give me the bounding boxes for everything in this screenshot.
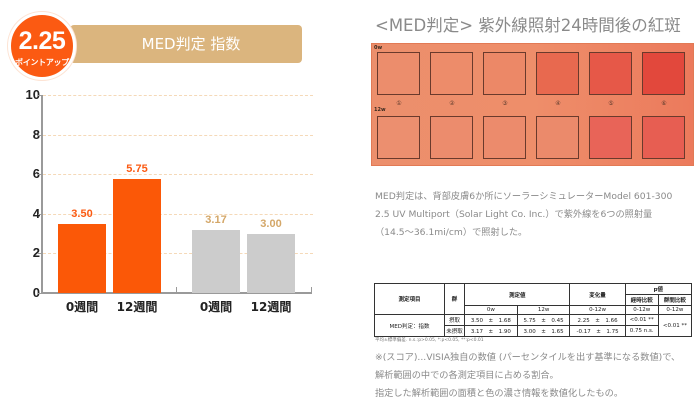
y-tick-label: 4 [32, 205, 40, 221]
cell-w0: 3.17 ± 1.90 [464, 325, 518, 337]
cell-w12: 5.75 ± 0.45 [516, 314, 571, 326]
gridline [43, 213, 313, 215]
irradiation-spot [642, 116, 685, 159]
badge-value: 2.25 [18, 27, 66, 55]
header-change: 変化量 [569, 283, 626, 306]
spot-number: ⑥ [661, 100, 667, 107]
spot-number: ② [449, 100, 455, 107]
y-tick-mark [38, 293, 43, 294]
header-0w: 0w [464, 305, 518, 315]
y-tick-label: 0 [32, 285, 40, 300]
bar-value-label: 5.75 [126, 163, 148, 176]
y-axis [41, 95, 43, 293]
row-label-12w: 12w [374, 107, 386, 113]
y-tick-mark [38, 174, 43, 176]
bar-chart: 0 2 4 6 8 10 3.50 0週間 5.75 12週間 3.17 0週間 3.00 12週間 [0, 80, 350, 320]
y-tick-mark [38, 95, 43, 96]
cell-change: -0.17 ± 1.75 [569, 325, 626, 337]
cell-change: 2.25 ± 1.66 [569, 314, 626, 326]
gridline [43, 174, 313, 176]
table-row: MED判定：指数 摂取 3.50 ± 1.68 5.75 ± 0.45 2.25… [374, 314, 693, 337]
bar-value-label: 3.17 [205, 214, 227, 227]
description-line: 2.5 UV Multiport（Solar Light Co. Inc.）で紫… [375, 209, 653, 220]
spot-number: ⑤ [608, 100, 614, 107]
header-range: 0-12w [569, 305, 626, 315]
y-tick-mark [38, 134, 43, 136]
note-line: 指定した解析範囲の面積と色の濃さ情報を数値化したもの。 [375, 388, 624, 399]
cell-w12: 3.00 ± 1.65 [516, 325, 571, 337]
irradiation-spot [536, 52, 579, 95]
irradiation-spot [377, 52, 420, 95]
spot-number: ① [396, 100, 402, 107]
irradiation-spot [430, 52, 473, 95]
y-tick-label: 8 [32, 126, 40, 142]
header-within: 経時比較 [624, 294, 659, 306]
section-title: <MED判定> 紫外線照射24時間後の紅斑 [375, 16, 681, 35]
table-row: 未摂取 3.17 ± 1.90 3.00 ± 1.65 -0.17 ± 1.75… [375, 325, 692, 337]
gridline [43, 253, 313, 255]
note-line: ※(スコア)...VISIA独自の数値 (パーセンタイルを出す基準になる数値)で… [375, 352, 681, 363]
cell-w0: 3.50 ± 1.68 [464, 314, 518, 326]
spot-number: ④ [555, 100, 561, 107]
bar-未摂取-0 [192, 230, 240, 293]
x-tick-label: 0週間 [65, 300, 99, 314]
irradiation-spot [536, 116, 579, 159]
header-range: 0-12w [624, 305, 659, 315]
irradiation-spot [589, 116, 632, 159]
bar-摂取-1 [113, 179, 161, 293]
x-tick-label: 12週間 [116, 300, 158, 314]
spot-number: ③ [502, 100, 508, 107]
row-label: MED判定：指数 [374, 314, 445, 337]
header-12w: 12w [516, 305, 571, 315]
header-item: 測定項目 [374, 283, 445, 315]
cell-between: <0.01 ** [657, 314, 693, 337]
table-footnote: 平均±標準偏差. n.s.:p>0.05, *:p<0.05, **:p<0.0… [375, 338, 484, 343]
irradiation-spot [483, 52, 526, 95]
badge-subtitle: ポイントアップ [15, 58, 69, 67]
bar-未摂取-1 [247, 233, 295, 293]
score-note: ※(スコア)...VISIA独自の数値 (パーセンタイルを出す基準になる数値)で… [375, 349, 695, 403]
x-tick-mark [311, 287, 312, 293]
y-tick-label: 10 [25, 87, 40, 102]
cell-group: 未摂取 [444, 325, 465, 337]
bar-摂取-0 [58, 223, 106, 293]
statistics-table: 測定項目 群 測定値 変化量 p値 経時比較 群間比較 0w 12w 0-12w… [374, 283, 693, 337]
y-tick-mark [38, 253, 43, 255]
irradiation-spot [430, 116, 473, 159]
bar-value-label: 3.50 [71, 207, 93, 220]
header-range: 0-12w [657, 305, 693, 315]
irradiation-spot [483, 116, 526, 159]
x-tick-label: 12週間 [250, 300, 292, 314]
gridline [43, 95, 313, 96]
irradiation-spot [377, 116, 420, 159]
description-line: MED判定は、背部皮膚6か所にソーラーシミュレーターModel 601-300 [375, 191, 673, 202]
header-measured: 測定値 [463, 283, 571, 306]
points-up-badge: 2.25 ポイントアップ [8, 12, 76, 80]
cell-within: <0.01 ** [624, 314, 659, 326]
irradiation-spot [642, 52, 685, 95]
cell-within: 0.75 n.s. [624, 325, 659, 337]
y-tick-label: 6 [32, 166, 40, 182]
header-pvalue: p値 [624, 283, 693, 295]
method-description: MED判定は、背部皮膚6か所にソーラーシミュレーターModel 601-300 … [375, 188, 695, 242]
cell-group: 摂取 [444, 314, 465, 326]
chart-title-bar: MED判定 指数 [70, 25, 302, 63]
erythema-photo: 0w 12w ① ② ③ ④ ⑤ ⑥ [371, 43, 694, 166]
gridline [43, 134, 313, 136]
y-tick-mark [38, 213, 43, 215]
y-tick-label: 2 [32, 245, 40, 261]
x-axis [41, 292, 312, 294]
x-tick-mark [176, 287, 177, 293]
x-tick-label: 0週間 [199, 300, 233, 314]
irradiation-spot [589, 52, 632, 95]
note-line: 解析範囲の中での各測定項目に占める割合。 [375, 370, 559, 381]
chart-title: MED判定 指数 [141, 35, 241, 53]
header-between: 群間比較 [657, 294, 693, 306]
header-group: 群 [444, 283, 465, 315]
bar-value-label: 3.00 [260, 217, 282, 230]
description-line: （14.5～36.1mi/cm）で照射した。 [375, 227, 528, 238]
row-label-0w: 0w [374, 45, 383, 51]
